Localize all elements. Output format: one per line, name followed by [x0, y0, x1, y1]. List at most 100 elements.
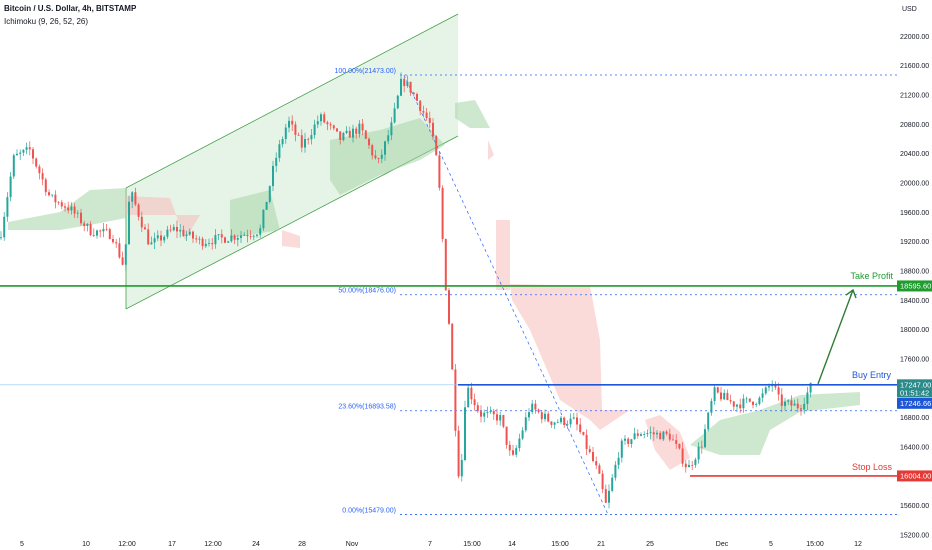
candle-body [35, 158, 38, 167]
candle-body [355, 128, 358, 134]
x-tick-label: Nov [346, 541, 359, 548]
candle-body [243, 235, 246, 236]
candle-body [348, 130, 351, 138]
projection-arrow [817, 289, 854, 385]
candle-body [576, 417, 578, 425]
candle-body [73, 206, 76, 214]
x-tick-label: 24 [252, 541, 260, 548]
candle-body [80, 212, 82, 224]
y-tick-label: 18000.00 [900, 327, 929, 334]
candle-body [83, 223, 86, 227]
candle-body [99, 230, 102, 232]
candle-body [329, 124, 332, 126]
buy-entry-label: Buy Entry [852, 370, 892, 380]
candle-body [265, 201, 268, 210]
candle-body [160, 235, 162, 241]
y-tick-label: 15200.00 [900, 532, 929, 539]
candle-body [681, 448, 684, 464]
price-axis[interactable] [897, 0, 932, 550]
candle-body [723, 392, 726, 400]
x-tick-label: 12:00 [204, 541, 222, 548]
candle-body [553, 422, 556, 425]
fib-level-label: 50.00%(18476.00) [338, 288, 396, 295]
candle-body [579, 424, 582, 433]
candle-body [86, 223, 89, 227]
candle-body [716, 387, 719, 393]
fib-level-label: 0.00%(15479.00) [342, 507, 396, 514]
candle-body [320, 114, 322, 122]
candle-body [713, 387, 716, 402]
candle-body [614, 464, 617, 478]
candle-body [300, 135, 303, 148]
candle-body [208, 243, 210, 244]
candle-body [758, 397, 761, 404]
candle-body [252, 235, 255, 237]
candle-body [54, 194, 57, 203]
candle-body [774, 383, 777, 388]
candle-body [499, 415, 502, 421]
candle-body [752, 401, 754, 405]
y-tick-label: 18400.00 [900, 298, 929, 305]
candle-body [403, 78, 406, 86]
candle-body [380, 154, 383, 159]
candle-body [89, 223, 92, 236]
candle-body [787, 400, 790, 402]
candle-body [444, 238, 447, 291]
candle-body [224, 237, 226, 243]
candle-body [656, 432, 658, 435]
candle-body [611, 477, 614, 491]
candle-body [44, 179, 47, 193]
candle-body [28, 147, 31, 150]
candle-body [259, 228, 262, 235]
candle-body [665, 431, 668, 434]
candle-body [470, 387, 473, 400]
candle-body [652, 432, 655, 435]
take-profit-label: Take Profit [850, 271, 893, 281]
candle-body [134, 192, 137, 205]
candle-body [345, 130, 348, 134]
candle-body [662, 431, 665, 440]
candle-body [563, 417, 566, 426]
candle-body [326, 122, 329, 125]
take-profit-tag-text: 18595.60 [900, 281, 931, 290]
candle-body [297, 134, 300, 136]
candle-body [339, 131, 342, 140]
candle-body [777, 387, 780, 395]
candle-body [684, 463, 687, 468]
candle-body [646, 433, 649, 435]
candle-body [428, 118, 431, 123]
candle-body [57, 202, 60, 204]
candle-body [700, 446, 703, 448]
candle-body [528, 412, 530, 418]
candle-body [627, 438, 630, 444]
candle-body [505, 426, 508, 445]
candle-body [483, 412, 486, 417]
candle-body [131, 192, 134, 202]
candle-body [745, 398, 748, 400]
candle-body [323, 114, 326, 123]
candle-body [147, 229, 150, 245]
candle-body [422, 111, 425, 113]
candle-body [368, 138, 370, 146]
x-tick-label: 21 [597, 541, 605, 548]
candle-body [67, 207, 70, 211]
candle-body [51, 194, 54, 196]
candle-body [336, 128, 338, 132]
candle-body [796, 403, 799, 409]
candle-body [144, 227, 146, 230]
x-tick-label: 12:00 [118, 541, 136, 548]
candle-body [25, 147, 28, 150]
buy-entry-tag-text: 17247.00 [900, 380, 931, 389]
candle-body [732, 401, 735, 407]
candle-body [70, 206, 73, 211]
candle-body [38, 166, 41, 174]
indicator-label[interactable]: Ichimoku (9, 26, 52, 26) [4, 17, 89, 26]
candle-body [748, 398, 751, 402]
candle-body [585, 434, 588, 450]
candle-body [544, 413, 546, 420]
candle-body [688, 464, 690, 468]
y-tick-label: 21200.00 [900, 93, 929, 100]
candle-body [784, 401, 786, 406]
fib-trend-line [403, 74, 609, 515]
